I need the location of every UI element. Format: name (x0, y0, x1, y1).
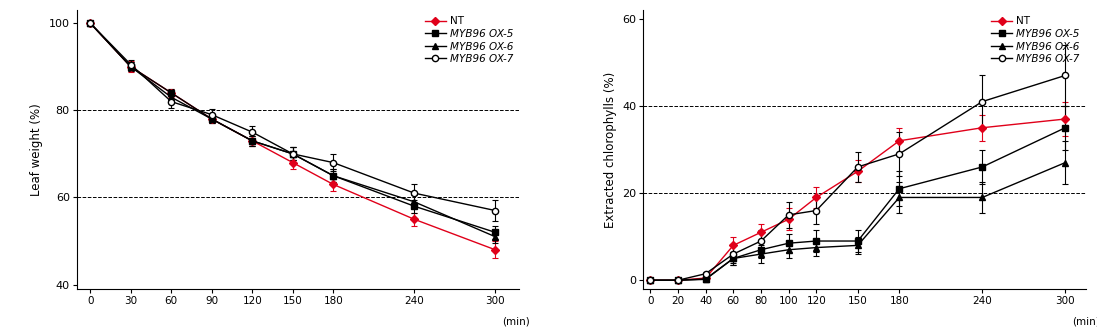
Legend: NT, MYB96 OX-5, MYB96 OX-6, MYB96 OX-7: NT, MYB96 OX-5, MYB96 OX-6, MYB96 OX-7 (991, 15, 1081, 65)
Text: (min): (min) (1072, 317, 1097, 327)
Y-axis label: Extracted chlorophylls (%): Extracted chlorophylls (%) (603, 71, 617, 228)
Text: A: A (33, 0, 48, 2)
Y-axis label: Leaf weight (%): Leaf weight (%) (31, 103, 43, 196)
Text: (min): (min) (502, 317, 530, 327)
Legend: NT, MYB96 OX-5, MYB96 OX-6, MYB96 OX-7: NT, MYB96 OX-5, MYB96 OX-6, MYB96 OX-7 (423, 15, 514, 65)
Text: B: B (599, 0, 615, 2)
